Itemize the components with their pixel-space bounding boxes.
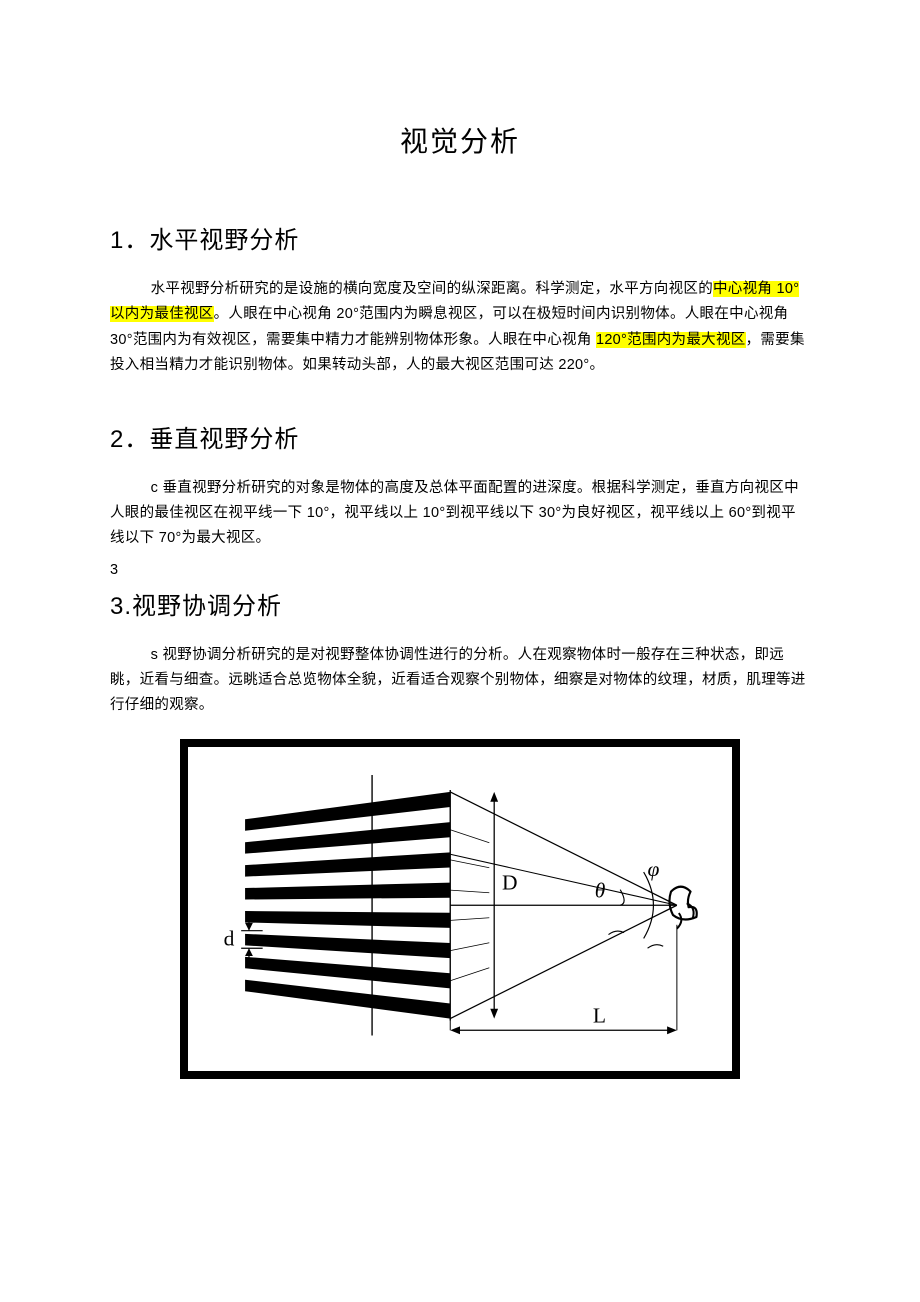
heading-section-2: 2．垂直视野分析: [110, 419, 810, 454]
paragraph-section-2: c 垂直视野分析研究的对象是物体的高度及总体平面配置的进深度。根据科学测定，垂直…: [110, 476, 810, 552]
figure-container: Dθ φ d L: [180, 739, 740, 1079]
highlight-run-2: 120°范围内为最大视区: [596, 332, 746, 348]
heading-section-3: 3.视野协调分析: [110, 586, 810, 621]
stray-number: 3: [110, 562, 810, 578]
svg-text:θ: θ: [595, 878, 606, 902]
page-title: 视觉分析: [110, 120, 810, 160]
svg-text:φ: φ: [648, 857, 660, 881]
text-run: 水平视野分析研究的是设施的横向宽度及空间的纵深距离。科学测定，水平方向视区的: [151, 281, 713, 297]
vision-diagram: Dθ φ d L: [206, 771, 714, 1061]
heading-section-1: 1．水平视野分析: [110, 220, 810, 255]
paragraph-section-1: 水平视野分析研究的是设施的横向宽度及空间的纵深距离。科学测定，水平方向视区的中心…: [110, 277, 810, 379]
paragraph-section-3: s 视野协调分析研究的是对视野整体协调性进行的分析。人在观察物体时一般存在三种状…: [110, 643, 810, 719]
svg-text:D: D: [502, 870, 518, 894]
svg-text:d: d: [224, 926, 235, 950]
svg-text:L: L: [593, 1003, 606, 1027]
